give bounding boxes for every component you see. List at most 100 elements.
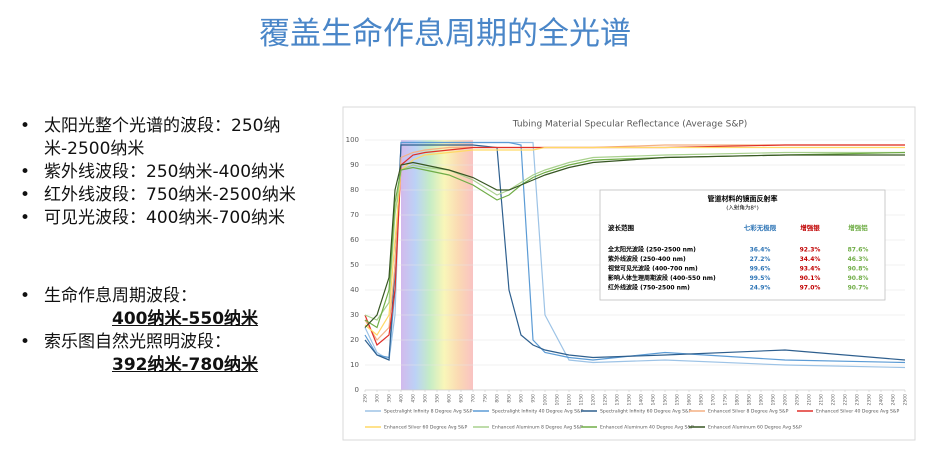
x-tick-label: 2050 <box>795 394 801 406</box>
y-tick-label: 50 <box>350 261 359 269</box>
bullet: 可见光波段：400纳米-700纳米 <box>18 207 323 230</box>
x-tick-label: 1200 <box>591 394 597 406</box>
x-tick-label: 700 <box>471 394 477 403</box>
x-tick-label: 250 <box>363 394 369 403</box>
inset-cell: 93.4% <box>800 266 821 273</box>
inset-title: 管道材料的镜面反射率 <box>708 194 778 203</box>
x-tick-label: 2150 <box>819 394 825 406</box>
inset-subtitle: (入射角为8°) <box>726 204 759 212</box>
inset-header: 波长范围 <box>608 223 635 232</box>
x-tick-label: 1650 <box>699 394 705 406</box>
legend-label: Enhanced Aluminum 8 Degree Avg S&P <box>492 425 583 431</box>
legend-label: Enhanced Silver 8 Degree Avg S&P <box>708 409 789 415</box>
chart-frame <box>342 106 916 441</box>
y-tick-label: 0 <box>355 386 359 394</box>
x-tick-label: 950 <box>531 394 537 403</box>
bullet-list: 太阳光整个光谱的波段：250纳米-2500纳米 紫外线波段：250纳米-400纳… <box>18 115 323 230</box>
x-tick-label: 1250 <box>603 394 609 406</box>
inset-cell: 99.5% <box>750 275 771 282</box>
x-tick-label: 1150 <box>579 394 585 406</box>
slide-title: 覆盖生命作息周期的全光谱 <box>259 16 631 52</box>
x-tick-label: 2100 <box>807 394 813 406</box>
legend-label: Spectralight Infinity 40 Degree Avg S&P <box>492 409 584 415</box>
x-tick-label: 1900 <box>759 394 765 406</box>
inset-header: 增强银 <box>800 223 820 232</box>
y-tick-label: 30 <box>350 311 359 319</box>
series-line <box>364 151 905 321</box>
x-tick-label: 1400 <box>639 394 645 406</box>
inset-cell: 90.1% <box>800 275 821 282</box>
y-tick-label: 80 <box>350 186 359 194</box>
y-tick-label: 100 <box>346 136 359 144</box>
x-tick-label: 1550 <box>675 394 681 406</box>
inset-box <box>599 189 886 301</box>
x-tick-label: 750 <box>483 394 489 403</box>
inset-cell: 97.0% <box>800 285 821 292</box>
x-tick-label: 1450 <box>651 394 657 406</box>
x-tick-label: 1300 <box>615 394 621 406</box>
x-tick-label: 1800 <box>735 394 741 406</box>
legend-label: Spectralight Infinity 8 Degree Avg S&P <box>384 409 473 415</box>
x-tick-label: 2000 <box>783 394 789 406</box>
series-line <box>364 144 906 361</box>
series-line <box>364 141 906 364</box>
inset-cell: 90.7% <box>848 285 869 292</box>
inset-cell: 影响人体生理周期波段 (400-550 nm) <box>608 274 716 282</box>
series-line <box>364 144 905 341</box>
bullet: 索乐图自然光照明波段： 392纳米-780纳米 <box>18 331 338 377</box>
inset-cell: 99.6% <box>750 266 771 273</box>
inset-cell: 27.2% <box>750 256 771 263</box>
x-tick-label: 900 <box>519 394 525 403</box>
x-tick-label: 1850 <box>747 394 753 406</box>
bullet-text: 生命作息周期波段： <box>44 286 197 306</box>
inset-header: 七彩无极限 <box>744 223 777 232</box>
x-tick-label: 850 <box>507 394 513 403</box>
inset-cell: 46.3% <box>848 256 869 263</box>
bullet-text: 索乐图自然光照明波段： <box>44 332 231 352</box>
bullet-sub: 392纳米-780纳米 <box>112 355 259 375</box>
x-tick-label: 2300 <box>855 394 861 406</box>
legend-label: Spectralight Infinity 60 Degree Avg S&P <box>600 409 692 415</box>
x-tick-label: 2400 <box>879 394 885 406</box>
x-tick-label: 600 <box>447 394 453 403</box>
bullet: 红外线波段：750纳米-2500纳米 <box>18 184 323 207</box>
inset-cell: 全太阳光波段 (250-2500 nm) <box>607 246 696 254</box>
inset-cell: 34.4% <box>800 256 821 263</box>
inset-cell: 视觉可见光波段 (400-700 nm) <box>608 265 698 273</box>
inset-header: 增强铝 <box>848 223 868 232</box>
x-tick-label: 1050 <box>555 394 561 406</box>
inset-cell: 87.6% <box>848 247 869 254</box>
chart-title: Tubing Material Specular Reflectance (Av… <box>512 120 748 130</box>
legend-label: Enhanced Aluminum 40 Degree Avg S&P <box>600 425 694 431</box>
x-tick-label: 350 <box>387 394 393 403</box>
y-tick-label: 10 <box>350 361 359 369</box>
x-tick-label: 2250 <box>843 394 849 406</box>
series-line <box>364 146 905 336</box>
legend-label: Enhanced Silver 40 Degree Avg S&P <box>816 409 899 415</box>
bullet: 紫外线波段：250纳米-400纳米 <box>18 161 323 184</box>
series-line <box>364 144 905 346</box>
x-tick-label: 2450 <box>891 394 897 406</box>
visible-band <box>401 140 473 390</box>
y-tick-label: 20 <box>350 336 359 344</box>
bullet-list: 生命作息周期波段： 400纳米-550纳米 索乐图自然光照明波段： 392纳米-78… <box>18 285 338 377</box>
inset-cell: 90.8% <box>848 266 869 273</box>
series-line <box>364 141 906 369</box>
y-tick-label: 70 <box>350 211 359 219</box>
x-tick-label: 1700 <box>711 394 717 406</box>
x-tick-label: 1950 <box>771 394 777 406</box>
x-tick-label: 1500 <box>663 394 669 406</box>
inset-cell: 92.3% <box>800 247 821 254</box>
inset-cell: 红外线波段 (750-2500 nm) <box>608 284 690 292</box>
x-tick-label: 650 <box>459 394 465 403</box>
x-tick-label: 1100 <box>567 394 573 406</box>
x-tick-label: 300 <box>375 394 381 403</box>
x-tick-label: 2200 <box>831 394 837 406</box>
x-tick-label: 550 <box>435 394 441 403</box>
x-tick-label: 2350 <box>867 394 873 406</box>
bullet: 太阳光整个光谱的波段：250纳米-2500纳米 <box>18 115 323 161</box>
x-tick-label: 1600 <box>687 394 693 406</box>
inset-cell: 36.4% <box>750 247 771 254</box>
